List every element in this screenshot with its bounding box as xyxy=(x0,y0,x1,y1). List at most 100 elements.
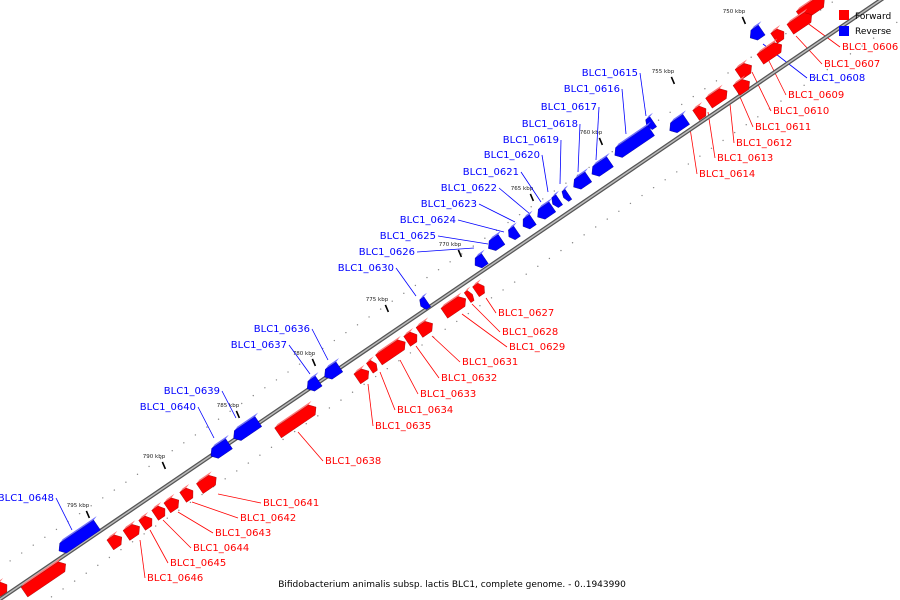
label-leaders xyxy=(55,21,841,579)
arrow-top-face xyxy=(561,185,569,192)
legend-label-forward: Forward xyxy=(855,12,891,22)
arrow-body xyxy=(463,290,475,303)
arrow-body xyxy=(669,114,690,133)
kbp-tick-mark xyxy=(598,137,604,146)
blc1-0636-label: BLC1_0636 xyxy=(254,324,310,335)
minor-tick-dot xyxy=(148,465,150,468)
blc1-0633-arrow xyxy=(375,335,406,366)
arrow-body xyxy=(210,438,233,459)
minor-tick-dot xyxy=(171,450,173,452)
arrow-body xyxy=(472,282,485,298)
minor-tick-dot xyxy=(815,76,817,79)
kbp-tick-mark xyxy=(384,304,390,313)
blc1-0609-leader xyxy=(765,54,787,96)
gene-labels: BLC1_0606 BLC1_0607 BLC1_0608 BLC1_0609 BLC1… xyxy=(0,42,898,584)
blc1-0609-arrow xyxy=(770,25,785,44)
blc1-0612-label: BLC1_0612 xyxy=(736,138,792,149)
arrow-top-face xyxy=(416,317,429,328)
blc1-0641-label: BLC1_0641 xyxy=(263,498,319,509)
arrow-body xyxy=(488,234,506,251)
minor-tick-dot xyxy=(189,501,192,504)
minor-tick-dot xyxy=(183,442,185,444)
arrow-body xyxy=(122,524,140,541)
minor-tick-dot xyxy=(85,572,87,574)
minor-tick-dot xyxy=(444,328,446,331)
arrow-top-face xyxy=(489,230,502,241)
minor-tick-dot xyxy=(588,166,590,169)
minor-tick-dot xyxy=(669,111,671,114)
arrow-top-face xyxy=(523,210,533,220)
minor-tick-dot xyxy=(379,308,382,310)
kbp-tick-label: 775 kbp xyxy=(366,297,389,303)
minor-tick-dot xyxy=(391,300,393,302)
blc1-0624-arrow xyxy=(508,222,521,241)
arrow-top-face xyxy=(196,471,212,484)
minor-tick-dot xyxy=(224,478,226,480)
minor-tick-dot xyxy=(699,155,701,157)
blc1-0646-arrow xyxy=(122,520,140,541)
minor-tick-dot xyxy=(270,446,273,449)
arrow-body xyxy=(508,225,521,241)
blc1-0632-arrow xyxy=(403,328,418,347)
arrow-top-face xyxy=(735,59,748,70)
blc1-0614-arrow xyxy=(692,102,707,121)
blc1-0627-arrow xyxy=(472,279,485,298)
arrow-body xyxy=(749,24,766,41)
arrow-body xyxy=(537,201,557,220)
blc1-0606-leader xyxy=(805,21,841,48)
kbp-tick-mark xyxy=(741,16,747,25)
minor-tick-dot xyxy=(217,418,220,420)
arrow-top-face xyxy=(508,222,517,230)
minor-tick-dot xyxy=(62,588,64,590)
blc1-0619-arrow xyxy=(573,167,593,190)
minor-tick-dot xyxy=(259,454,261,456)
blc1-0625-arrow xyxy=(488,230,506,251)
kbp-tick-label: 765 kbp xyxy=(511,186,534,192)
minor-tick-dot xyxy=(414,284,417,287)
minor-tick-dot xyxy=(252,394,254,397)
blc1-0630-leader xyxy=(395,267,417,297)
minor-tick-dot xyxy=(757,116,759,118)
genome-caption: Bifidobacterium animalis subsp. lactis B… xyxy=(278,580,626,590)
arrow-body xyxy=(561,189,573,202)
minor-tick-dot xyxy=(310,355,312,357)
minor-tick-dot xyxy=(838,61,840,63)
blc1-0627-leader xyxy=(485,297,497,314)
minor-tick-dot xyxy=(78,512,81,515)
blc1-0608-arrow xyxy=(749,21,766,41)
minor-tick-dot xyxy=(264,387,266,389)
blc1-0648-leader xyxy=(55,497,73,531)
minor-tick-dot xyxy=(136,473,139,476)
kbp-tick-mark xyxy=(161,461,167,470)
arrow-body xyxy=(440,296,466,319)
minor-tick-dot xyxy=(375,375,377,378)
blc1-0646-leader xyxy=(139,539,146,579)
minor-tick-dot xyxy=(293,430,296,433)
kbp-tick-mark xyxy=(85,510,91,519)
minor-tick-dot xyxy=(606,218,608,220)
minor-tick-dot xyxy=(657,119,660,121)
gene-arrows xyxy=(0,0,825,598)
minor-tick-dot xyxy=(676,171,678,173)
arrow-top-face xyxy=(163,493,175,503)
minor-tick-dot xyxy=(143,533,145,535)
blc1-0640-arrow xyxy=(210,434,233,459)
arrow-body xyxy=(419,296,431,310)
blc1-0643-arrow xyxy=(163,493,180,514)
minor-tick-dot xyxy=(368,316,370,318)
minor-tick-dot xyxy=(247,462,250,464)
blc1-0648-label: BLC1_0648 xyxy=(0,493,54,504)
blc1-0627-label: BLC1_0627 xyxy=(498,308,554,319)
blc1-0610-label: BLC1_0610 xyxy=(773,106,829,117)
minor-tick-dot xyxy=(363,383,365,386)
legend-swatch-reverse xyxy=(839,26,849,36)
arrow-top-face xyxy=(375,335,401,356)
gene-fragment-arrow xyxy=(20,557,66,598)
minor-tick-dot xyxy=(611,150,613,153)
minor-tick-dot xyxy=(780,100,782,102)
arrow-body xyxy=(375,339,406,366)
arrow-body xyxy=(324,361,344,380)
arrow-top-face xyxy=(106,530,118,540)
minor-tick-dot xyxy=(467,312,470,315)
kbp-tick-mark xyxy=(670,76,676,85)
